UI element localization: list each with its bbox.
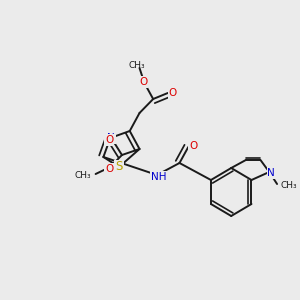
Text: NH: NH <box>151 172 167 182</box>
Text: O: O <box>169 88 177 98</box>
Text: N: N <box>267 168 275 178</box>
Text: O: O <box>105 164 113 174</box>
Text: O: O <box>105 135 113 145</box>
Text: CH₃: CH₃ <box>74 170 91 179</box>
Text: S: S <box>115 160 123 173</box>
Text: O: O <box>189 141 197 151</box>
Text: CH₃: CH₃ <box>128 61 145 70</box>
Text: O: O <box>139 77 148 87</box>
Text: N: N <box>107 133 115 143</box>
Text: CH₃: CH₃ <box>281 181 298 190</box>
